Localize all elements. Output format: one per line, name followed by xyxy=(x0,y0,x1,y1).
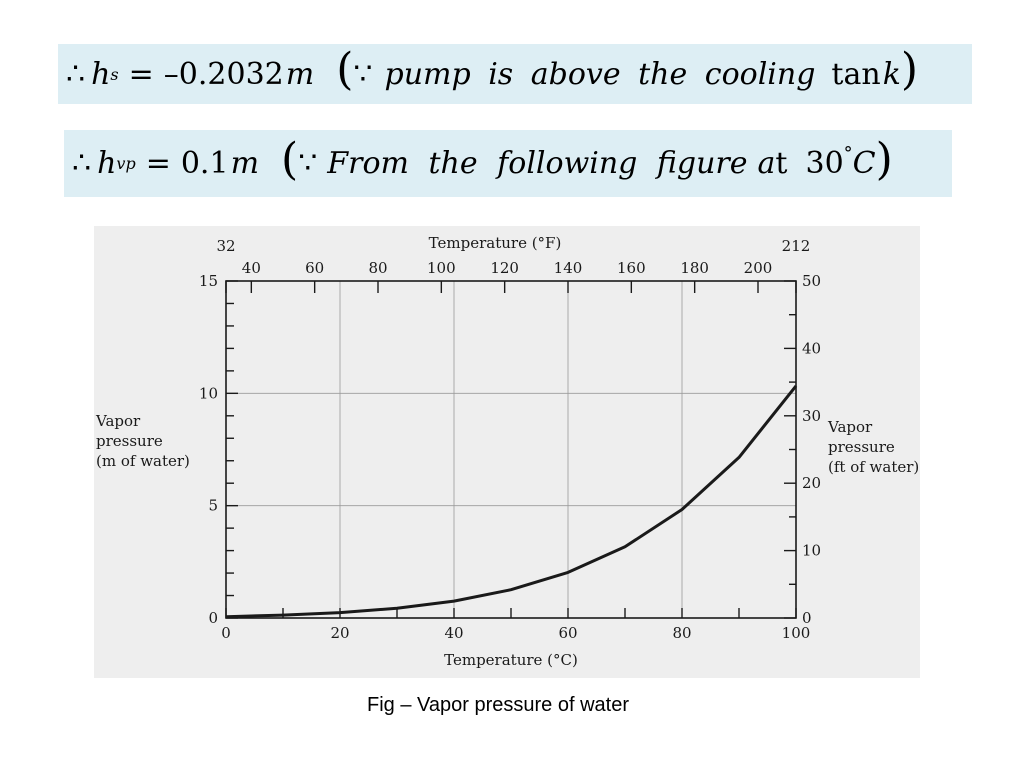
eq-at-a: a xyxy=(757,146,776,181)
y-right-axis-label: pressure xyxy=(828,438,895,456)
top-tick-label: 40 xyxy=(242,259,261,277)
eq-reason: pump is above the cooling xyxy=(384,56,816,92)
y-left-tick-label: 5 xyxy=(208,497,218,515)
top-tick-label: 212 xyxy=(782,237,811,255)
y-left-axis-label: Vapor xyxy=(95,412,141,430)
eq-temperature: 30 xyxy=(805,146,844,181)
eq-unit: m xyxy=(230,146,260,181)
degree-symbol: ° xyxy=(843,143,853,164)
y-right-axis-label: Vapor xyxy=(827,418,873,436)
figure-caption: Fig – Vapor pressure of water xyxy=(367,694,629,716)
y-right-tick-label: 20 xyxy=(802,474,821,492)
close-paren: ) xyxy=(875,133,893,185)
open-paren: ( xyxy=(336,44,354,95)
x-tick-label: 100 xyxy=(782,624,811,642)
y-left-axis-label: pressure xyxy=(96,432,163,450)
top-tick-label: 80 xyxy=(368,259,387,277)
equation-vapor-head: ∴ h vp = 0.1 m ( ∵ From the following fig… xyxy=(64,130,952,197)
top-tick-label: 160 xyxy=(617,259,646,277)
x-tick-label: 60 xyxy=(558,624,577,642)
eq-unit: m xyxy=(285,56,315,92)
top-tick-label: 140 xyxy=(554,259,583,277)
eq-value: –0.2032 xyxy=(163,56,284,92)
eq-subscript: s xyxy=(110,64,119,84)
equals-sign: = xyxy=(128,56,154,92)
vapor-pressure-chart: 0 20 40 60 80 100 0 5 10 15 0 10 20 30 40 50 32 40 60 80 100… xyxy=(94,226,920,678)
top-tick-label: 200 xyxy=(744,259,773,277)
open-paren: ( xyxy=(281,133,299,185)
y-right-tick-label: 40 xyxy=(802,339,821,357)
y-left-tick-label: 0 xyxy=(208,609,218,627)
top-tick-label: 100 xyxy=(427,259,456,277)
top-tick-label: 32 xyxy=(216,237,235,255)
top-axis-label: Temperature (°F) xyxy=(429,234,562,252)
top-tick-label: 180 xyxy=(680,259,709,277)
top-tick-label: 120 xyxy=(490,259,519,277)
eq-value: 0.1 xyxy=(180,146,229,181)
plot-frame xyxy=(225,280,797,619)
y-left-axis-label: (m of water) xyxy=(96,452,190,470)
x-tick-label: 0 xyxy=(221,624,231,642)
x-axis-label: Temperature (°C) xyxy=(444,651,578,669)
x-tick-label: 80 xyxy=(672,624,691,642)
y-right-tick-label: 30 xyxy=(802,407,821,425)
because-symbol: ∵ xyxy=(353,56,373,92)
y-right-tick-label: 0 xyxy=(802,609,812,627)
eq-at-t: t xyxy=(775,146,788,181)
eq-reason: From the following figure xyxy=(327,146,748,181)
y-right-tick-label: 10 xyxy=(802,542,821,560)
eq-tail: k xyxy=(882,56,901,92)
top-tick-label: 60 xyxy=(305,259,324,277)
x-tick-label: 20 xyxy=(330,624,349,642)
close-paren: ) xyxy=(900,44,919,95)
eq-variable: h xyxy=(91,56,111,92)
eq-subscript: vp xyxy=(116,154,136,173)
eq-function: tan xyxy=(831,56,881,92)
y-left-tick-label: 15 xyxy=(199,272,218,290)
equals-sign: = xyxy=(145,146,171,181)
y-right-tick-label: 50 xyxy=(802,272,821,290)
therefore-symbol: ∴ xyxy=(66,56,86,92)
x-tick-label: 40 xyxy=(444,624,463,642)
eq-temp-unit: C xyxy=(852,146,876,181)
because-symbol: ∵ xyxy=(298,146,318,181)
y-right-axis-label: (ft of water) xyxy=(828,458,919,476)
therefore-symbol: ∴ xyxy=(72,146,92,181)
vapor-pressure-curve xyxy=(225,384,798,619)
eq-variable: h xyxy=(97,146,117,181)
y-left-tick-label: 10 xyxy=(199,384,218,402)
